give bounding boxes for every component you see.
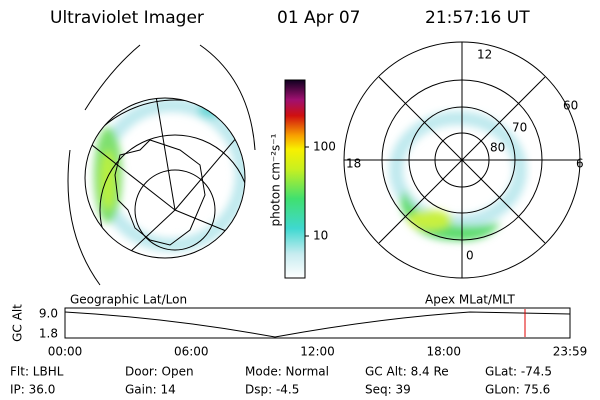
- lat-label: 80: [490, 141, 505, 155]
- mlt-label: 6: [576, 157, 584, 171]
- time-tick-label: 06:00: [174, 345, 209, 359]
- status-field: Seq: 39: [365, 383, 411, 397]
- time-tick-label: 18:00: [426, 345, 461, 359]
- status-field: GLat: -74.5: [485, 365, 552, 379]
- geographic-image: [67, 44, 256, 286]
- mlt-label: 0: [466, 249, 474, 263]
- date: 01 Apr 07: [277, 8, 360, 28]
- time: 21:57:16 UT: [425, 8, 530, 28]
- mlt-label: 12: [477, 48, 492, 62]
- polar-image: [343, 41, 581, 279]
- status-field: Flt: LBHL: [10, 365, 64, 379]
- title: Ultraviolet Imager: [50, 8, 204, 28]
- status-field: Mode: Normal: [245, 365, 329, 379]
- colorbar-label: photon cm⁻²s⁻¹: [269, 133, 283, 226]
- lat-label: 60: [563, 99, 578, 113]
- altitude-curve: [64, 311, 571, 338]
- time-tick-label: 00:00: [48, 345, 83, 359]
- altitude-tick: 9.0: [39, 307, 58, 321]
- status-field: IP: 36.0: [10, 383, 55, 397]
- status-field: Dsp: -4.5: [245, 383, 299, 397]
- colorbar-tick-label: 100: [313, 140, 336, 154]
- colorbar: [284, 79, 306, 279]
- status-field: Door: Open: [125, 365, 194, 379]
- status-field: GC Alt: 8.4 Re: [365, 365, 449, 379]
- status-field: Gain: 14: [125, 383, 176, 397]
- panel-label: Apex MLat/MLT: [425, 293, 515, 307]
- status-field: GLon: 75.6: [485, 383, 550, 397]
- altitude-tick: 1.8: [39, 327, 58, 341]
- mlt-label: 18: [346, 157, 361, 171]
- altitude-label: GC Alt: [11, 304, 25, 342]
- panel-label: Geographic Lat/Lon: [70, 293, 187, 307]
- altitude-plot: [64, 307, 571, 339]
- lat-label: 70: [512, 121, 527, 135]
- colorbar-tick-label: 10: [313, 229, 328, 243]
- time-tick-label: 12:00: [300, 345, 335, 359]
- time-tick-label: 23:59: [553, 345, 588, 359]
